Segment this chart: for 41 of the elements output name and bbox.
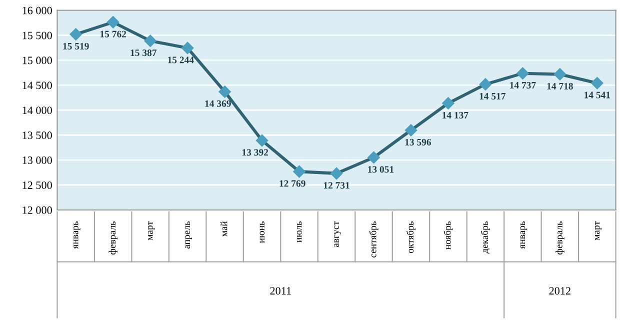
data-label: 14 737 <box>510 82 536 89</box>
x-tick-label: февраль <box>556 221 564 254</box>
data-label: 15 519 <box>63 42 89 50</box>
data-label: 15 244 <box>168 56 194 64</box>
data-label: 13 051 <box>368 166 394 173</box>
data-label: 12 769 <box>280 180 306 187</box>
y-tick-label: 12 000 <box>22 206 52 214</box>
data-label: 14 137 <box>442 112 468 118</box>
text: 2012 <box>549 287 570 295</box>
y-tick-label: 12 500 <box>22 181 52 189</box>
text: 2011 <box>270 287 291 295</box>
x-tick-label: март <box>594 221 602 240</box>
data-label: 14 541 <box>584 92 610 98</box>
x-tick-label: май <box>220 221 228 236</box>
x-tick-label: ноябрь <box>444 221 453 250</box>
x-tick-label: февраль <box>108 221 118 254</box>
x-tick-label: декабрь <box>480 221 490 254</box>
y-tick-label: 15 500 <box>22 32 52 40</box>
x-tick-label: октябрь <box>406 221 416 253</box>
data-label: 14 517 <box>480 92 506 100</box>
data-label: 13 596 <box>405 138 432 146</box>
x-tick-label: апрель <box>185 221 192 249</box>
data-label: 15 387 <box>130 50 157 56</box>
x-tick-label: июль <box>297 221 302 242</box>
data-label: 13 392 <box>242 149 268 156</box>
y-tick-label: 13 000 <box>22 156 52 164</box>
data-label: 14 718 <box>547 82 573 90</box>
data-label: 14 369 <box>205 100 231 107</box>
x-tick-label: сентябрь <box>369 221 378 258</box>
x-tick-label: январь <box>74 221 80 249</box>
x-tick-label: июнь <box>260 221 264 243</box>
data-label: 12 731 <box>324 182 350 189</box>
y-tick-label: 15 000 <box>22 56 52 64</box>
x-tick-label: март <box>148 221 155 240</box>
data-label: 15 762 <box>100 30 126 38</box>
y-tick-label: 14 000 <box>22 106 52 114</box>
y-tick-label: 13 500 <box>22 132 52 140</box>
x-tick-label: август <box>334 221 341 248</box>
x-tick-label: январь <box>520 221 528 249</box>
y-tick-label: 14 500 <box>22 82 52 90</box>
y-tick-label: 16 000 <box>22 6 52 14</box>
